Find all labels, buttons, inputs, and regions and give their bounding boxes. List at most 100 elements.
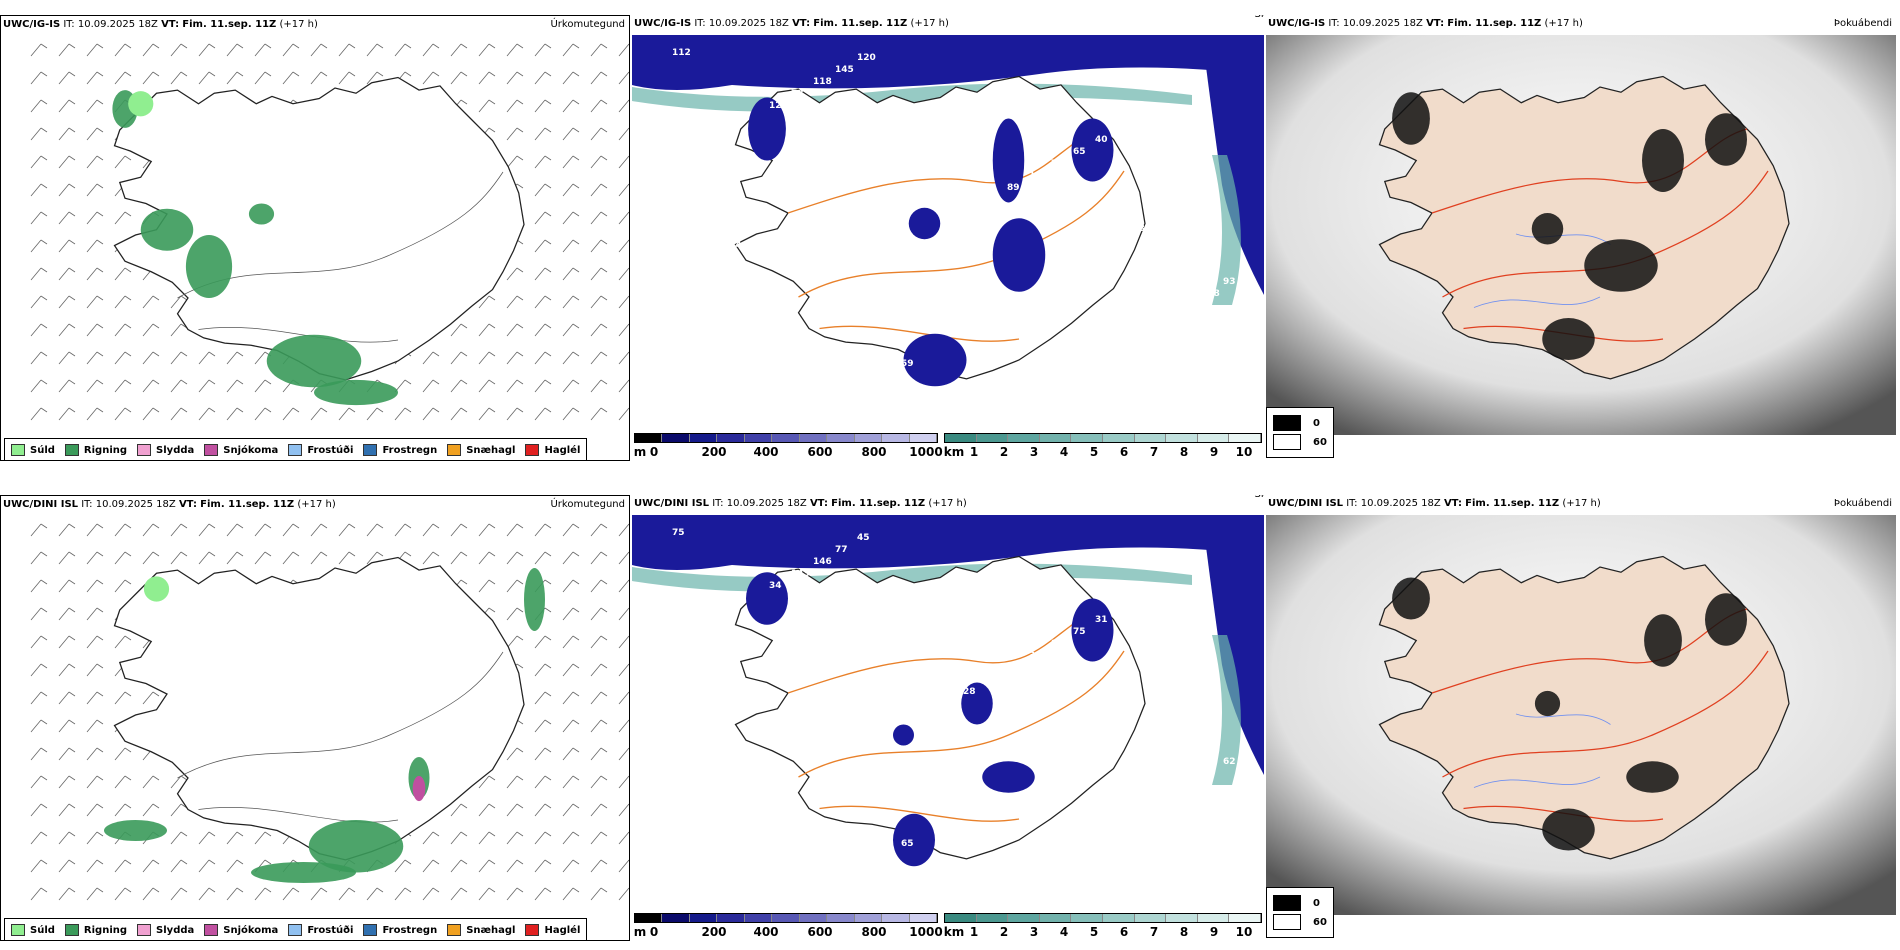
legend-item: Haglél [525,444,580,456]
cloud-base-label: 76 [738,822,751,832]
legend-item: Frostregn [363,924,437,936]
cloud-base-colorbar: m 0 200 400 600 800 1000 [634,913,943,939]
cloud-base-label: 99 [1170,680,1183,690]
colorbar-tick: 7 [1149,445,1159,459]
cloud-base-label: 73 [1051,159,1064,169]
legend-label: Snæhagl [466,444,516,456]
cloud-base-label: 62 [685,745,698,755]
visibility-colorbar: km 1 2 3 4 5 6 7 8 9 10 [944,433,1262,459]
legend-label: Slydda [156,444,195,456]
legend-item: Rigning [64,444,128,456]
cloud-base-label: 89 [1007,183,1020,193]
fog-map-svg [1266,35,1896,435]
cloud-base-label: 91 [985,675,998,685]
cloud-base-label: 39 [694,366,707,376]
cloud-base-label: 60 [976,94,989,104]
fog-legend-item: 60 [1273,434,1327,450]
cloud-base-label: 10 [760,330,773,340]
legend-swatch [288,444,303,456]
legend-label: Frostregn [382,924,438,936]
fog-index-map: UWC/IG-IS IT: 10.09.2025 18Z VT: Fim. 11… [1266,15,1896,461]
model-name: UWC/DINI ISL [3,499,79,510]
legend-label: Rigning [83,444,128,456]
issue-time: 10.09.2025 18Z [726,498,807,509]
cloud-map-svg: 112 125 35 58 30 42 39 78 110 90 95 96 110 118 115 89 89… [632,35,1264,435]
model-name: UWC/IG-IS [634,18,692,29]
cloud-base-label: 39 [998,562,1011,572]
cloud-base-label: 199 [1029,171,1048,181]
cloud-base-label: 30 [1060,260,1073,270]
fog-title: Þokuábendi [1833,498,1892,509]
issue-time: 10.09.2025 18Z [1342,18,1423,29]
colorbar-tick: 2 [999,925,1009,939]
colorbar-tick: 3 [1029,925,1039,939]
cloud-base-label: 96 [1179,301,1192,311]
legend-label: Snjókoma [223,444,279,456]
model-name: UWC/DINI ISL [634,498,710,509]
legend-item: Snæhagl [447,444,515,456]
colorbar-tick: 1 [969,925,979,939]
colorbar-tick: 200 [701,445,727,459]
lead-time: (+17 h) [1544,18,1583,29]
cloud-header: UWC/DINI ISL IT: 10.09.2025 18Z VT: Fim.… [634,498,967,509]
colorbar-tick: 1 [969,445,979,459]
cloud-base-label: 65 [901,839,914,849]
legend-label: Slydda [156,924,195,936]
cloud-base-label: 118 [813,77,832,87]
legend-swatch [11,924,25,936]
cloud-base-label: 146 [813,557,832,567]
legend-swatch [64,924,79,936]
cloud-title: Skyggni [1254,15,1264,20]
cloud-base-label: 162 [1060,740,1079,750]
cloud-base-label: 68 [976,574,989,584]
legend-item: Rigning [64,924,127,936]
cloud-base-label: 60 [1201,769,1214,779]
cloud-base-label: 319 [782,798,801,808]
legend-label: Súld [30,924,55,936]
cloud-base-label: 28 [963,687,976,697]
colorbar-tick: 10 [1235,925,1253,939]
fog-map-svg [1266,515,1896,915]
legend-label: Snjókoma [223,924,279,936]
cloud-title: Skyggni [1254,495,1264,500]
legend-item: Slydda [137,444,194,456]
colorbar-tick: 6 [1119,925,1129,939]
cloud-base-label: 60 [910,610,923,620]
cloud-base-label: 82 [1051,639,1064,649]
cloud-base-label: 112 [672,48,691,58]
colorbar-tick: 600 [807,445,833,459]
colorbar-tick: 0 [649,445,659,459]
colorbar-tick: 800 [861,445,887,459]
cloud-base-label: 42 [1157,313,1170,323]
cloud-base-label: 52 [685,265,698,275]
valid-time: Fim. 11.sep. 11Z [200,499,295,510]
colorbar-tick: 8 [1179,925,1189,939]
cloud-base-label: 35 [1029,651,1042,661]
cloud-base-label: 77 [835,545,848,555]
colorbar-tick: 400 [753,445,779,459]
precip-legend: Súld Rigning Slydda Snjókoma Frostúði Frostre… [4,918,588,940]
valid-label: VT: [161,19,180,30]
cloud-base-label: 90 [985,195,998,205]
colorbar-unit: km [943,445,965,459]
cloud-base-label: 61 [760,810,773,820]
legend-swatch [288,924,303,936]
cloud-base-map: UWC/DINI ISL IT: 10.09.2025 18Z VT: Fim.… [632,495,1264,941]
cloud-base-label: 35 [866,634,879,644]
precip-header: UWC/IG-IS IT: 10.09.2025 18Z VT: Fim. 11… [3,19,318,30]
cloud-base-label: 21 [804,786,817,796]
colorbar-tick: 9 [1209,445,1219,459]
cloud-base-label: 110 [888,142,907,152]
fog-legend-item: 0 [1273,895,1327,911]
lead-time: (+17 h) [928,498,967,509]
issue-label: IT: [712,498,724,509]
cloud-base-label: 45 [857,533,870,543]
cloud-base-label: 78 [954,106,967,116]
issue-label: IT: [1328,18,1340,29]
cloud-base-label: 410 [826,294,845,304]
valid-label: VT: [178,499,197,510]
legend-label: Súld [30,444,55,456]
cloud-base-label: 179 [694,846,713,856]
cloud-base-label: 70 [932,598,945,608]
colorbar-tick: 5 [1089,445,1099,459]
